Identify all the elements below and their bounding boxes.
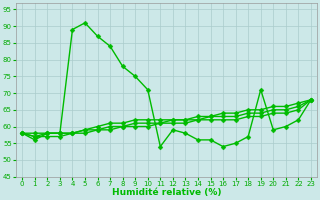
X-axis label: Humidité relative (%): Humidité relative (%) bbox=[112, 188, 221, 197]
